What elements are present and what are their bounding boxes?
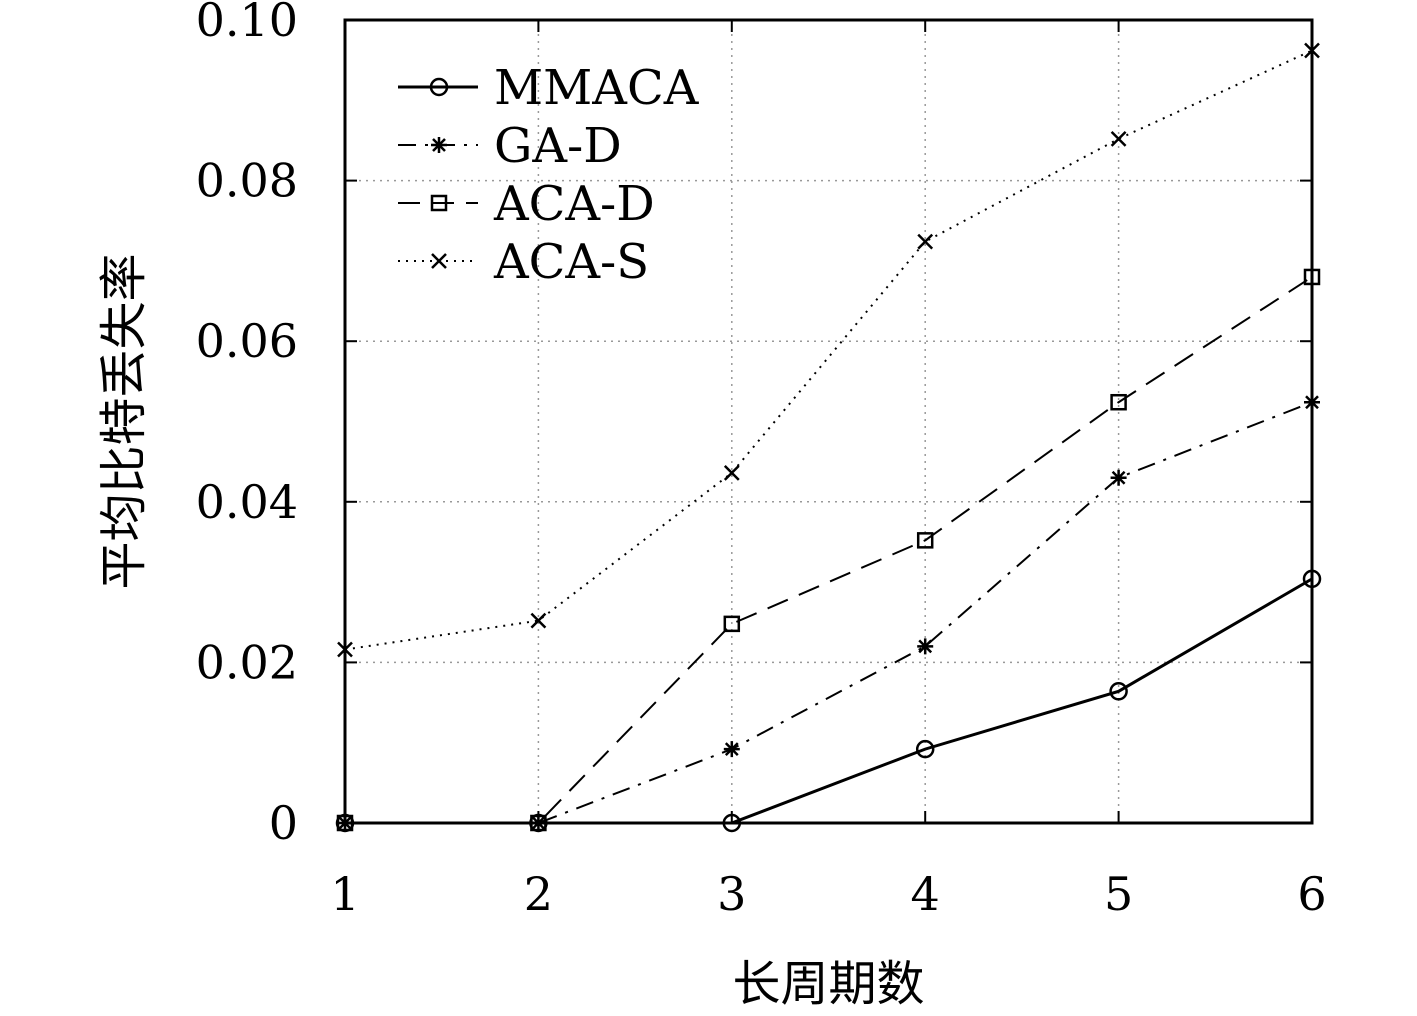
data-point (915, 739, 935, 759)
data-point (723, 741, 740, 758)
data-point (917, 233, 934, 250)
data-point (723, 465, 740, 481)
x-axis-title: 长周期数 (732, 956, 924, 1012)
x-tick-label: 3 (717, 867, 746, 921)
data-point (1110, 130, 1127, 147)
legend-label: ACA-D (493, 176, 655, 232)
series-line (345, 276, 1313, 824)
y-tick-label: 0 (269, 796, 298, 850)
series-GA-D (337, 394, 1320, 831)
x-tick-label: 6 (1297, 867, 1326, 921)
data-point (916, 532, 934, 549)
y-tick-label: 0.08 (196, 154, 298, 208)
series-MMACA (335, 569, 1322, 833)
legend-label: MMACA (494, 60, 700, 116)
x-tick-label: 1 (330, 867, 359, 921)
y-tick-label: 0.02 (196, 635, 298, 689)
legend-marker (430, 194, 448, 212)
y-tick-label: 0.06 (196, 314, 298, 368)
grid (345, 20, 1312, 823)
ticks: 1 2 3 4 5 6 0 0.02 0.04 0.06 0.08 0.10 (196, 0, 1327, 921)
legend-item: ACA-D (398, 176, 655, 232)
legend-marker (431, 253, 447, 269)
data-point (1110, 469, 1127, 486)
series-line (345, 577, 1313, 825)
series-ACA-S (337, 42, 1320, 658)
series-layer (335, 42, 1322, 833)
x-tick-label: 4 (911, 867, 940, 921)
series-line (345, 401, 1313, 824)
x-tick-label: 5 (1104, 867, 1133, 921)
series-line (344, 49, 1313, 651)
series-ACA-D (336, 268, 1321, 832)
data-point (917, 638, 934, 655)
legend-marker (429, 77, 449, 97)
data-point (1110, 393, 1127, 411)
data-point (530, 612, 547, 629)
legend-item: GA-D (398, 118, 622, 174)
y-tick-label: 0.10 (196, 0, 298, 47)
y-tick-label: 0.04 (196, 475, 298, 529)
legend-label: ACA-S (493, 234, 649, 290)
data-point (723, 615, 741, 633)
legend-item: ACA-S (398, 234, 649, 290)
plot-frame (343, 18, 1314, 825)
x-tick-label: 2 (524, 867, 553, 921)
data-point (1109, 682, 1128, 701)
legend-label: GA-D (494, 118, 622, 174)
y-axis-title: 平均比特丢失率 (96, 253, 152, 589)
legend-marker (431, 137, 447, 153)
legend-item: MMACA (398, 60, 700, 116)
